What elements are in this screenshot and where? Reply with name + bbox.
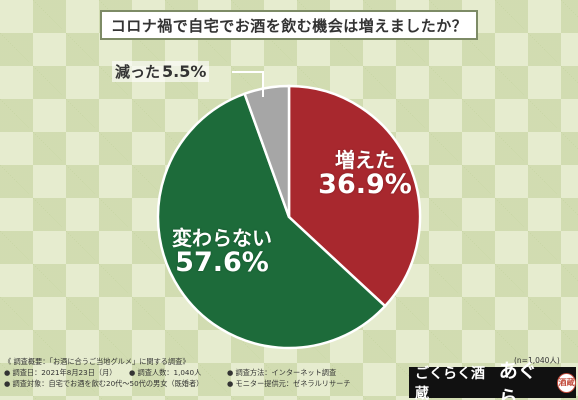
slice-label-no-change-name: 変わらない xyxy=(172,226,272,250)
footer-target: ● 調査対象：自宅でお酒を飲む20代～50代の男女（既婚者） xyxy=(4,379,204,388)
slice-label-decreased: 減った 5.5% xyxy=(112,61,210,82)
footer-count: ● 調査人数：1,040人 xyxy=(129,368,202,377)
brand-logo-text-large: あぐら xyxy=(498,359,537,400)
slice-label-decreased-value: 5.5% xyxy=(162,62,207,81)
slice-label-increased-name: 増えた xyxy=(335,148,395,172)
pie-slice-decreased xyxy=(243,84,291,218)
chart-title-box: コロナ禍で自宅でお酒を飲む機会は増えましたか？ xyxy=(100,10,478,40)
brand-logo-text: ごくらく酒蔵 xyxy=(415,365,485,400)
footer-date: ● 調査日：2021年8月23日（月） xyxy=(4,368,117,377)
pie-slice-no-change xyxy=(156,92,387,350)
slice-label-decreased-name: 減った xyxy=(115,63,161,81)
footer-provider: ● モニター提供元：ゼネラルリサーチ xyxy=(227,379,351,388)
brand-logo: ごくらく酒蔵 あぐら 酒蔵 xyxy=(409,360,576,400)
footer-method: ● 調査方法：インターネット調査 xyxy=(227,368,337,377)
slice-label-no-change: 変わらない 57.6% xyxy=(162,228,282,277)
footer-line-1: 《 調査概要：「お酒に合うご当地グルメ」に関する調査》 xyxy=(4,357,190,366)
slice-label-increased: 増えた 36.9% xyxy=(310,150,420,199)
slice-label-increased-value: 36.9% xyxy=(318,169,412,200)
sample-size-note: (n=1,040人) xyxy=(514,356,560,365)
pie-slice-increased xyxy=(287,84,422,308)
slice-label-no-change-value: 57.6% xyxy=(175,247,269,278)
chart-title: コロナ禍で自宅でお酒を飲む機会は増えましたか？ xyxy=(110,16,468,35)
survey-footer: 《 調査概要：「お酒に合うご当地グルメ」に関する調査》 ● 調査日：2021年8… xyxy=(4,356,351,389)
brand-seal: 酒蔵 xyxy=(556,372,576,393)
